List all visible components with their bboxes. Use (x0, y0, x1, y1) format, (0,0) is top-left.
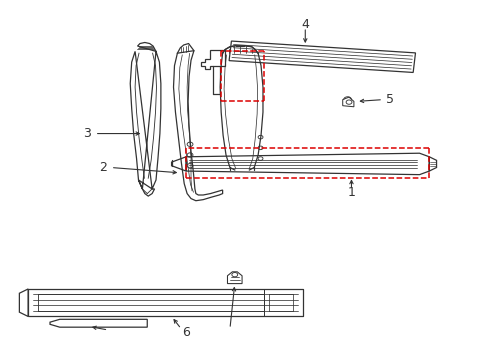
Text: 4: 4 (301, 18, 308, 31)
Text: 3: 3 (83, 127, 91, 140)
Text: 1: 1 (347, 186, 355, 199)
Text: 6: 6 (182, 327, 190, 339)
Text: 2: 2 (99, 161, 107, 174)
Text: 5: 5 (385, 93, 393, 106)
